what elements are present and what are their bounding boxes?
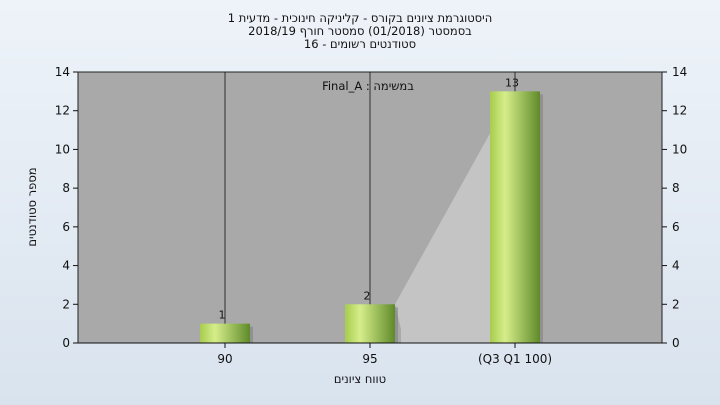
y-tick-label-left-7: 14 (55, 65, 70, 79)
y-tick-label-right-2: 4 (672, 259, 680, 273)
bar-2 (490, 91, 540, 343)
y-tick-label-right-4: 8 (672, 181, 680, 195)
y-tick-label-right-7: 14 (672, 65, 687, 79)
y-tick-label-right-1: 2 (672, 297, 680, 311)
y-tick-label-left-6: 12 (55, 104, 70, 118)
chart-title-line-3: סטודנטים רשומים - 16 (303, 37, 417, 51)
bar-shadow (395, 133, 512, 343)
y-tick-label-right-0: 0 (672, 336, 680, 350)
annotation-assignment: במשימה : Final_A (322, 79, 414, 93)
y-tick-label-left-2: 4 (62, 259, 70, 273)
x-tick-label-2: (Q3 Q1 100) (478, 352, 552, 366)
y-tick-label-left-1: 2 (62, 297, 70, 311)
x-tick-label-1: 95 (362, 352, 377, 366)
y-tick-label-left-0: 0 (62, 336, 70, 350)
y-tick-label-right-6: 12 (672, 104, 687, 118)
x-tick-label-0: 90 (217, 352, 232, 366)
data-label-2: 13 (505, 76, 519, 89)
y-tick-label-right-3: 6 (672, 220, 680, 234)
y-tick-label-right-5: 10 (672, 142, 687, 156)
chart-title-line-2: בסמסטר (01/2018) סמסטר חורף 2018/19 (248, 24, 472, 38)
bar-1 (345, 304, 395, 343)
y-tick-label-left-3: 6 (62, 220, 70, 234)
y-axis-title: מספר סטודנטים (25, 167, 39, 247)
bar-0 (200, 323, 250, 343)
data-label-0: 1 (219, 309, 226, 322)
data-label-1: 2 (364, 289, 371, 302)
y-tick-label-left-4: 8 (62, 181, 70, 195)
y-tick-label-left-5: 10 (55, 142, 70, 156)
x-axis-title: טווח ציונים (333, 372, 387, 386)
chart-title-line-1: היסטוגרמת ציונים בקורס - קליניקה חינוכית… (227, 11, 493, 25)
